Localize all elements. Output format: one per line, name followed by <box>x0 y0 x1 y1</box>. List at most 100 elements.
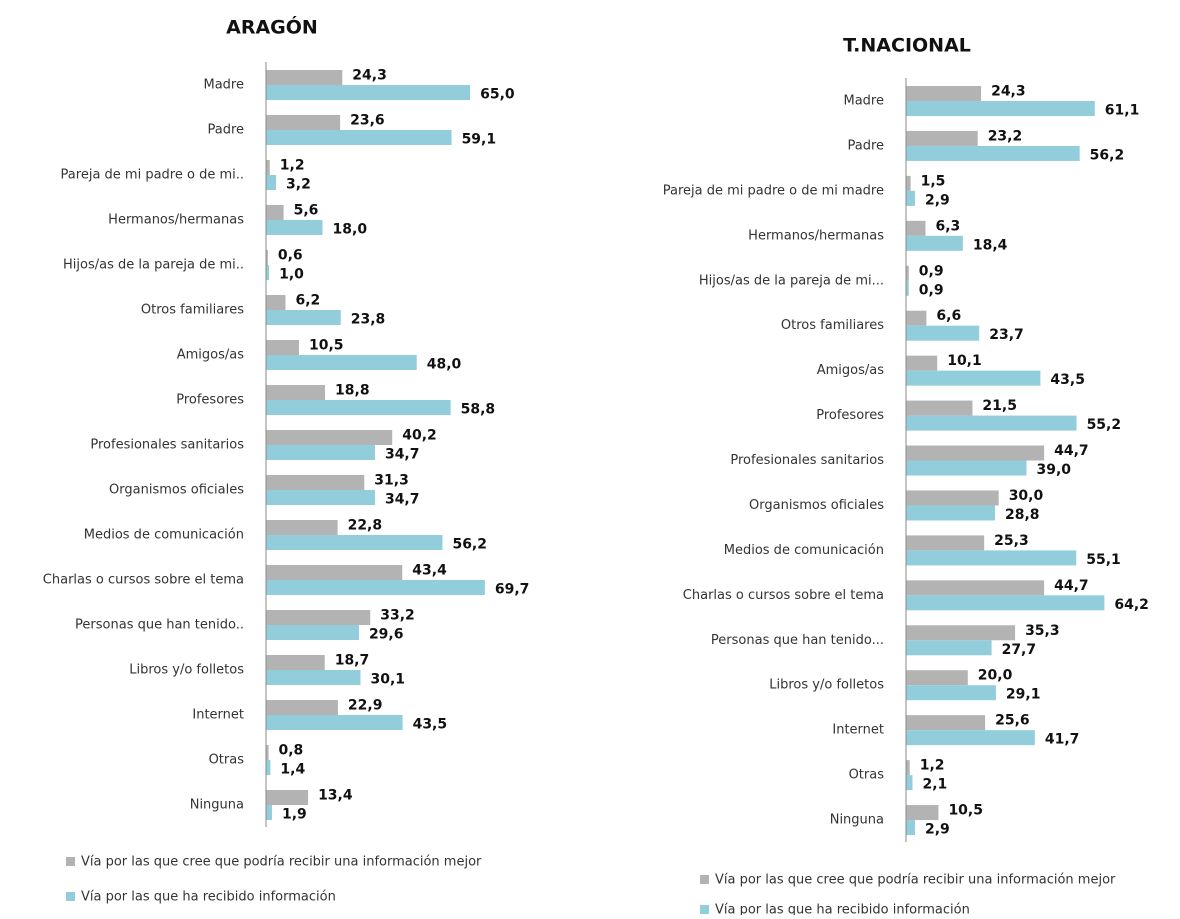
category-label: Charlas o cursos sobre el tema <box>683 588 884 603</box>
value-label: 10,5 <box>309 338 344 354</box>
bar <box>266 745 269 760</box>
bar <box>266 790 309 805</box>
bar <box>906 190 915 206</box>
value-label: 43,5 <box>413 717 448 733</box>
category-label: Profesionales sanitarios <box>730 453 884 468</box>
category-label: Profesionales sanitarios <box>90 438 244 453</box>
bar <box>266 520 338 535</box>
bar <box>266 295 286 310</box>
category-label: Hijos/as de la pareja de mi.. <box>63 258 244 273</box>
bar <box>906 595 1105 611</box>
value-label: 24,3 <box>352 68 387 84</box>
value-label: 1,5 <box>921 173 946 189</box>
value-label: 22,9 <box>348 698 383 714</box>
value-label: 23,6 <box>350 113 385 129</box>
bar <box>906 175 911 191</box>
bar <box>266 85 471 100</box>
bar <box>266 175 277 190</box>
bar <box>906 101 1095 116</box>
category-label: Otros familiares <box>781 318 884 333</box>
bar <box>906 220 926 236</box>
value-label: 13,4 <box>318 788 353 804</box>
bar <box>266 580 485 595</box>
bar <box>906 670 968 686</box>
category-label: Libros y/o folletos <box>769 678 884 693</box>
bar <box>906 535 985 551</box>
value-label: 39,0 <box>1037 462 1072 478</box>
value-label: 21,5 <box>982 398 1017 414</box>
bar <box>266 565 403 580</box>
bar <box>906 820 915 836</box>
bar <box>906 640 992 656</box>
value-label: 24,3 <box>991 84 1026 100</box>
bar <box>906 400 973 416</box>
value-label: 29,1 <box>1006 687 1041 703</box>
value-label: 18,7 <box>335 653 370 669</box>
value-label: 22,8 <box>348 518 383 534</box>
bar <box>266 430 393 445</box>
bar <box>906 460 1027 476</box>
value-label: 20,0 <box>978 668 1013 684</box>
category-label: Pareja de mi padre o de mi.. <box>61 168 244 183</box>
value-label: 31,3 <box>374 473 409 489</box>
category-label: Hermanos/hermanas <box>108 213 244 228</box>
value-label: 23,2 <box>988 128 1023 144</box>
bar <box>906 235 963 251</box>
bar <box>266 250 268 265</box>
category-label: Profesores <box>816 408 884 423</box>
category-label: Medios de comunicación <box>84 528 244 543</box>
category-label: Libros y/o folletos <box>129 663 244 678</box>
value-label: 2,1 <box>922 777 947 793</box>
value-label: 5,6 <box>294 203 319 219</box>
value-label: 56,2 <box>452 537 487 553</box>
category-label: Madre <box>204 78 245 93</box>
bar <box>266 340 299 355</box>
legend-swatch <box>66 892 75 901</box>
bar <box>906 685 996 701</box>
bar <box>906 550 1077 566</box>
value-label: 23,8 <box>351 312 386 328</box>
chart-title: T.NACIONAL <box>843 35 971 57</box>
value-label: 33,2 <box>380 608 415 624</box>
value-label: 2,9 <box>925 192 950 208</box>
category-label: Ninguna <box>830 813 884 828</box>
bar <box>906 730 1035 746</box>
value-label: 1,2 <box>920 758 945 774</box>
value-label: 10,5 <box>948 803 983 819</box>
value-label: 0,6 <box>278 248 303 264</box>
value-label: 1,9 <box>282 807 307 823</box>
category-label: Otras <box>849 768 885 783</box>
bar <box>266 355 417 370</box>
value-label: 6,3 <box>935 218 960 234</box>
legend-label: Vía por las que cree que podría recibir … <box>81 855 482 870</box>
value-label: 6,2 <box>295 293 320 309</box>
bar <box>906 355 938 371</box>
category-label: Profesores <box>176 393 244 408</box>
bar <box>906 505 995 521</box>
category-label: Padre <box>847 138 884 153</box>
value-label: 55,2 <box>1087 417 1122 433</box>
legend-swatch <box>66 857 75 866</box>
value-label: 25,6 <box>995 713 1030 729</box>
value-label: 34,7 <box>385 447 420 463</box>
value-label: 2,9 <box>925 822 950 838</box>
value-label: 10,1 <box>947 353 982 369</box>
category-label: Madre <box>844 94 885 109</box>
value-label: 29,6 <box>369 627 404 643</box>
value-label: 25,3 <box>994 533 1029 549</box>
category-label: Hijos/as de la pareja de mi... <box>699 273 884 288</box>
value-label: 59,1 <box>462 132 497 148</box>
category-label: Organismos oficiales <box>109 483 244 498</box>
value-label: 23,7 <box>989 327 1024 343</box>
value-label: 34,7 <box>385 492 420 508</box>
value-label: 61,1 <box>1105 103 1140 119</box>
category-label: Internet <box>192 708 244 723</box>
legend-swatch <box>700 905 709 914</box>
value-label: 40,2 <box>402 428 437 444</box>
category-label: Pareja de mi padre o de mi madre <box>663 183 884 198</box>
value-label: 56,2 <box>1090 147 1125 163</box>
bar <box>266 445 375 460</box>
value-label: 6,6 <box>936 308 961 324</box>
value-label: 28,8 <box>1005 507 1040 523</box>
